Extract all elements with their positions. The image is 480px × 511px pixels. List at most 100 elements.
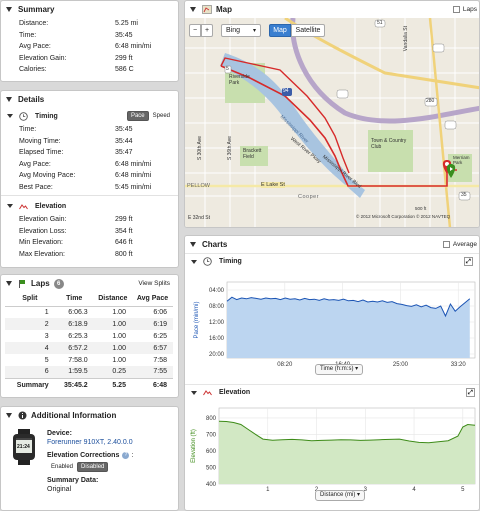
elevation-chart[interactable]: 40050060070080012345Elevation (ft): [185, 400, 480, 500]
map-view-button[interactable]: Map: [269, 24, 291, 37]
lap-summary-cell: 6:48: [131, 377, 173, 392]
additional-info-header[interactable]: Additional Information: [1, 407, 178, 424]
elev-area-fill: [219, 421, 475, 484]
laps-table-header: Split Time Distance Avg Pace: [5, 292, 173, 307]
collapse-triangle-icon[interactable]: [6, 281, 12, 286]
map-label-riverside: Riverside Park: [229, 74, 250, 86]
lap-cell: 6:18.9: [54, 318, 94, 330]
stat-label: Elevation Gain:: [19, 54, 67, 62]
clock-icon: [19, 111, 28, 121]
stat-row: Best Pace: 5:45 min/mi: [1, 182, 178, 194]
stat-row: Calories: 586 C: [1, 64, 178, 76]
satellite-view-button[interactable]: Satellite: [291, 24, 325, 37]
lap-row[interactable]: 4 6:57.2 1.00 6:57: [5, 342, 173, 354]
lap-row[interactable]: 2 6:18.9 1.00 6:19: [5, 318, 173, 330]
laps-checkbox[interactable]: [452, 6, 460, 13]
elevation-subheader[interactable]: Elevation: [1, 198, 178, 214]
collapse-triangle-icon[interactable]: [6, 413, 12, 418]
enabled-option[interactable]: Enabled: [51, 464, 74, 470]
collapse-triangle-icon[interactable]: [7, 114, 13, 118]
collapse-triangle-icon[interactable]: [190, 7, 196, 12]
elevation-rows: Elevation Gain: 299 ft Elevation Loss: 354 …: [1, 214, 178, 260]
lap-cell: 6:57.2: [54, 342, 94, 354]
summary-header[interactable]: Summary: [1, 1, 178, 18]
stat-row: Elevation Gain: 299 ft: [1, 53, 178, 65]
provider-select[interactable]: Bing ▾: [221, 24, 261, 37]
laps-column-header[interactable]: Time: [54, 292, 94, 307]
charts-header[interactable]: Charts Average: [185, 236, 479, 253]
lap-row[interactable]: 5 7:58.0 1.00 7:58: [5, 354, 173, 366]
chevron-down-icon: ▾: [252, 28, 256, 34]
stat-value: 35:45: [115, 31, 133, 39]
stat-row: Time: 35:45: [1, 124, 178, 136]
collapse-triangle-icon[interactable]: [191, 259, 197, 264]
stat-row: Avg Moving Pace: 6:48 min/mi: [1, 170, 178, 182]
highway-51: [428, 18, 452, 227]
expand-icon[interactable]: ⤢: [466, 388, 475, 397]
map-label-brackett: Brackett Field: [243, 148, 262, 160]
timing-chart-header[interactable]: Timing ⤢: [185, 253, 479, 269]
elevation-corrections-label: Elevation Corrections: [47, 452, 120, 459]
map-svg: [185, 18, 479, 227]
charts-panel: Charts Average Timing ⤢ 04:00 08:00 12:00 1…: [184, 235, 480, 511]
stat-value: 35:44: [115, 137, 133, 145]
start-marker-icon[interactable]: [446, 164, 456, 178]
laps-header[interactable]: Laps 6 View Splits: [1, 275, 178, 292]
details-title: Details: [18, 95, 45, 104]
zoom-out-button[interactable]: −: [189, 24, 201, 37]
map-canvas[interactable]: Riverside Park Brackett Field Town & Cou…: [185, 18, 479, 227]
map-copyright: © 2012 Microsoft Corporation © 2012 NAVT…: [356, 214, 451, 219]
elev-x-axis-select[interactable]: Distance (mi) ▾: [315, 490, 366, 501]
map-label-cooper: Cooper: [298, 194, 320, 200]
pace-chart[interactable]: 04:0008:0012:0016:0020:0008:2016:4025:00…: [185, 272, 480, 386]
timing-rows: Time: 35:45 Moving Time: 35:44 Elapsed Time:…: [1, 124, 178, 193]
collapse-triangle-icon[interactable]: [190, 242, 196, 247]
pace-x-axis-select[interactable]: Time (h:m:s) ▾: [315, 364, 364, 375]
zoom-in-button[interactable]: +: [201, 24, 213, 37]
device-value-link[interactable]: Forerunner 910XT, 2.40.0.0: [47, 439, 133, 446]
laps-checkbox-label: Laps: [462, 6, 477, 13]
help-icon[interactable]: ?: [122, 452, 130, 459]
lap-row[interactable]: 3 6:25.3 1.00 6:25: [5, 330, 173, 342]
collapse-triangle-icon[interactable]: [191, 390, 197, 395]
map-header[interactable]: Map Laps: [185, 1, 479, 18]
stat-value: 35:45: [115, 126, 133, 134]
collapse-triangle-icon[interactable]: [7, 204, 13, 208]
pace-y-tick: 16:00: [209, 336, 225, 342]
view-splits-link[interactable]: View Splits: [138, 280, 170, 287]
details-header[interactable]: Details: [1, 91, 178, 108]
pace-y-tick: 04:00: [209, 288, 225, 294]
elev-y-tick: 500: [206, 465, 217, 471]
stat-label: Avg Moving Pace:: [19, 172, 76, 180]
expand-icon[interactable]: ⤢: [464, 257, 473, 266]
lap-cell: 3: [44, 332, 49, 340]
laps-column-header[interactable]: Split: [5, 292, 55, 307]
average-checkbox[interactable]: [442, 241, 450, 248]
elevation-icon: [203, 388, 212, 397]
lap-row[interactable]: 6 1:59.5 0.25 7:55: [5, 366, 173, 378]
laps-column-header[interactable]: Distance: [93, 292, 132, 307]
elev-y-axis-title: Elevation (ft): [191, 429, 197, 463]
collapse-triangle-icon[interactable]: [6, 97, 12, 102]
pace-toggle-button[interactable]: Pace: [126, 111, 149, 121]
lap-summary-cell: 5.25: [93, 377, 132, 392]
collapse-triangle-icon[interactable]: [6, 7, 12, 12]
disabled-option-button[interactable]: Disabled: [77, 462, 109, 472]
laps-count-badge: 6: [53, 278, 64, 289]
stat-label: Elapsed Time:: [19, 149, 64, 157]
elevation-chart-header[interactable]: Elevation ⤢: [185, 384, 479, 400]
map-label-lake: E Lake St: [261, 182, 285, 188]
speed-toggle-button[interactable]: Speed: [152, 113, 170, 119]
average-checkbox-label: Average: [452, 241, 477, 248]
laps-summary-row: Summary 35:45.2 5.25 6:48: [5, 377, 173, 392]
stat-label: Min Elevation:: [19, 239, 63, 247]
elev-x-axis-value: Distance (mi): [320, 492, 356, 498]
timing-subheader[interactable]: Timing Pace Speed: [1, 108, 178, 124]
river: [220, 53, 365, 198]
lap-row[interactable]: 1 6:06.3 1.00 6:06: [5, 306, 173, 318]
pace-y-tick: 08:00: [209, 304, 225, 310]
info-icon: [18, 411, 27, 420]
lap-cell: 1.00: [93, 342, 132, 354]
map-label-30th: S 30th Ave: [197, 136, 203, 161]
laps-column-header[interactable]: Avg Pace: [131, 292, 173, 307]
